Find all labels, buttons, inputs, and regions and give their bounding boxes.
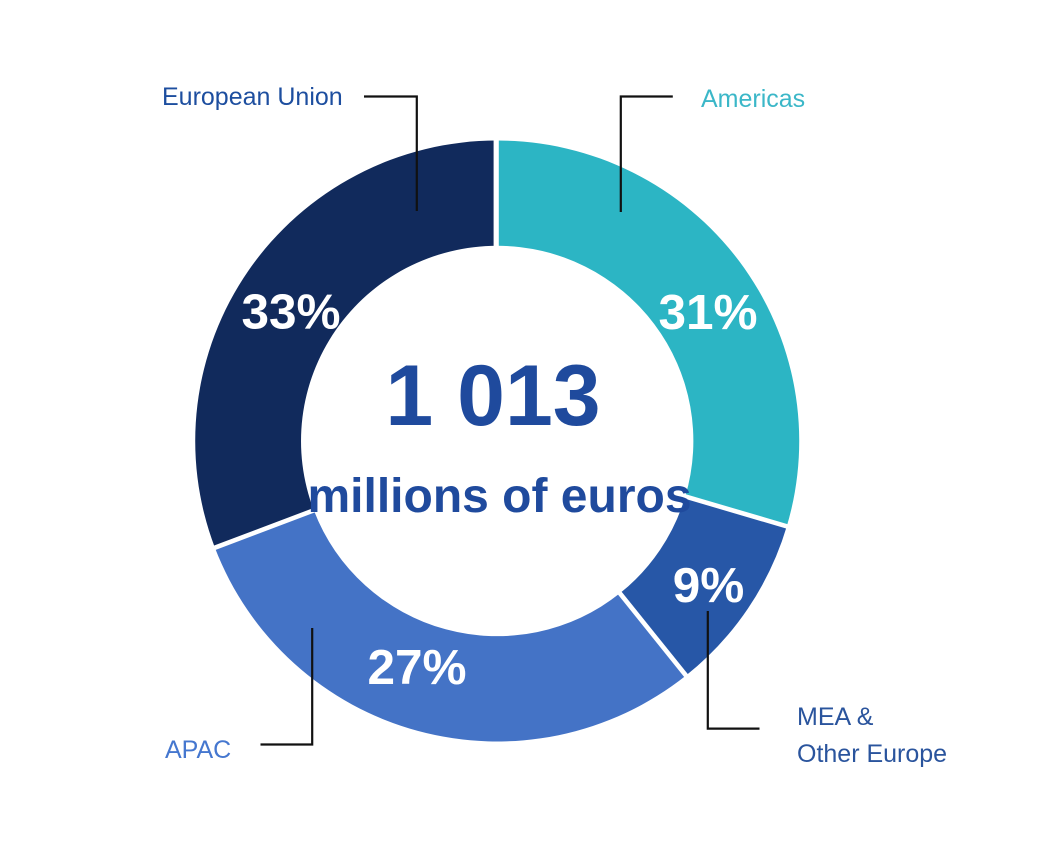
svg-text:European Union: European Union bbox=[162, 83, 343, 111]
svg-text:31%: 31% bbox=[658, 285, 757, 340]
svg-text:APAC: APAC bbox=[165, 736, 231, 764]
svg-text:33%: 33% bbox=[241, 285, 340, 340]
svg-text:MEA &: MEA & bbox=[797, 703, 874, 731]
svg-text:Americas: Americas bbox=[701, 85, 805, 113]
svg-text:9%: 9% bbox=[673, 558, 745, 613]
svg-text:Other Europe: Other Europe bbox=[797, 740, 947, 768]
svg-text:27%: 27% bbox=[367, 640, 466, 695]
svg-text:millions of euros: millions of euros bbox=[307, 470, 691, 523]
svg-text:1 013: 1 013 bbox=[385, 348, 600, 444]
